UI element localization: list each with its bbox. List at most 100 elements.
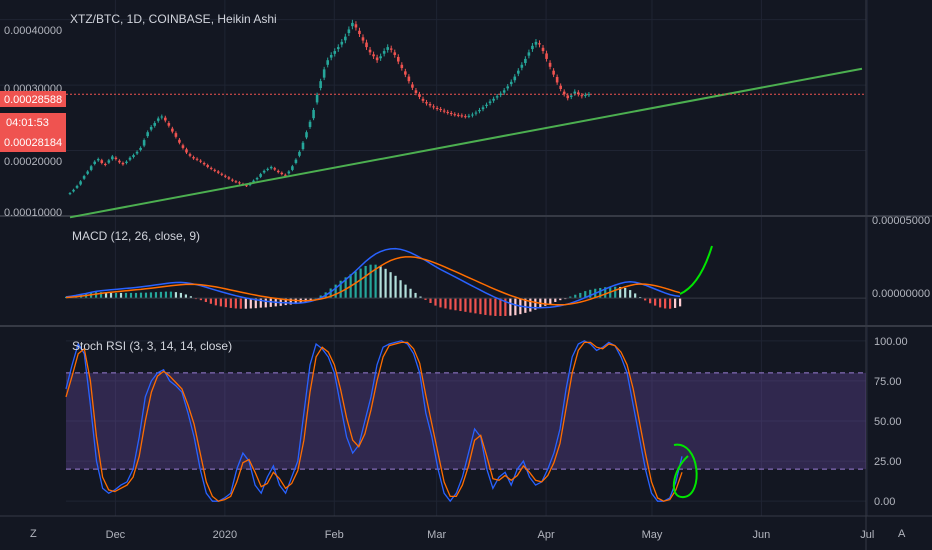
candle[interactable] [499, 91, 502, 98]
candle[interactable] [552, 68, 555, 78]
candle[interactable] [573, 89, 577, 96]
candle[interactable] [389, 45, 393, 53]
candle[interactable] [132, 153, 135, 159]
candle[interactable] [439, 106, 442, 113]
candle[interactable] [368, 46, 372, 56]
candle[interactable] [89, 164, 93, 172]
candle[interactable] [188, 152, 192, 158]
time-axis[interactable]: Dec 2020 Feb Mar Apr May Jun Jul [106, 529, 875, 541]
candle[interactable] [266, 167, 269, 172]
candle[interactable] [460, 113, 464, 118]
candle[interactable] [174, 131, 178, 139]
candle[interactable] [453, 112, 457, 117]
candle[interactable] [520, 62, 524, 71]
candlestick-series[interactable] [68, 19, 591, 196]
candle[interactable] [68, 192, 72, 196]
candle[interactable] [485, 102, 488, 109]
macd-signal-line[interactable] [65, 256, 681, 306]
candle[interactable] [93, 160, 97, 166]
candle[interactable] [82, 174, 86, 180]
candle[interactable] [231, 178, 234, 182]
candle[interactable] [280, 171, 284, 176]
candle[interactable] [471, 112, 474, 118]
candle[interactable] [534, 39, 538, 48]
candle[interactable] [577, 90, 580, 97]
candle[interactable] [298, 150, 301, 158]
candle[interactable] [329, 52, 333, 61]
candle[interactable] [273, 166, 277, 171]
candle[interactable] [386, 44, 389, 53]
candle[interactable] [584, 92, 587, 98]
stoch-rsi-k-line[interactable] [65, 340, 683, 503]
candle[interactable] [308, 119, 312, 129]
macd-line[interactable] [65, 247, 681, 309]
candle[interactable] [118, 159, 121, 164]
candle[interactable] [276, 169, 280, 174]
candle[interactable] [111, 154, 114, 161]
stoch-rsi-d-line[interactable] [65, 341, 683, 502]
candle[interactable] [361, 34, 365, 44]
candle[interactable] [587, 92, 591, 97]
candle[interactable] [220, 172, 224, 177]
candle[interactable] [234, 180, 238, 184]
candle[interactable] [121, 161, 125, 166]
candle[interactable] [502, 88, 506, 95]
candle[interactable] [149, 125, 153, 132]
candle[interactable] [269, 165, 273, 170]
candle[interactable] [185, 147, 188, 155]
candle[interactable] [139, 146, 142, 152]
candle[interactable] [354, 21, 358, 31]
candle[interactable] [449, 110, 453, 116]
candle[interactable] [527, 49, 531, 59]
candle[interactable] [114, 156, 118, 161]
candle[interactable] [315, 92, 319, 105]
candle[interactable] [79, 180, 82, 186]
candle[interactable] [107, 158, 111, 165]
candle[interactable] [435, 105, 439, 111]
candle[interactable] [548, 60, 552, 70]
candle[interactable] [517, 68, 520, 77]
candle[interactable] [421, 96, 425, 103]
candle[interactable] [178, 138, 181, 145]
zoom-reset-button[interactable]: Z [30, 528, 37, 540]
candle[interactable] [541, 44, 545, 54]
candle[interactable] [457, 112, 460, 118]
candle[interactable] [322, 66, 326, 81]
candle[interactable] [474, 110, 478, 116]
candle[interactable] [135, 150, 139, 156]
candle[interactable] [358, 27, 361, 38]
candle[interactable] [238, 181, 241, 185]
candle[interactable] [192, 155, 195, 160]
candle[interactable] [100, 158, 104, 165]
candle[interactable] [464, 114, 467, 119]
candle[interactable] [160, 114, 164, 120]
candle[interactable] [446, 109, 450, 115]
candle[interactable] [562, 89, 566, 97]
candle[interactable] [227, 176, 231, 180]
candle[interactable] [407, 74, 411, 84]
candle[interactable] [209, 166, 213, 171]
candle[interactable] [411, 82, 414, 91]
candle[interactable] [400, 62, 404, 71]
candle[interactable] [171, 126, 174, 134]
candle[interactable] [509, 79, 513, 87]
candle[interactable] [125, 160, 128, 165]
candle[interactable] [495, 93, 499, 100]
candle[interactable] [287, 170, 291, 175]
candle[interactable] [224, 174, 227, 178]
candle[interactable] [545, 50, 548, 62]
candle[interactable] [294, 158, 298, 165]
candle[interactable] [195, 157, 199, 162]
candle[interactable] [199, 159, 202, 164]
candle[interactable] [336, 44, 340, 52]
candle[interactable] [425, 99, 428, 106]
candle[interactable] [467, 113, 471, 119]
candle[interactable] [262, 169, 266, 174]
candle[interactable] [326, 57, 329, 68]
candle[interactable] [75, 184, 79, 189]
trendline[interactable] [69, 67, 863, 219]
candle[interactable] [524, 56, 527, 66]
candle[interactable] [96, 157, 100, 162]
candle[interactable] [428, 101, 432, 108]
candle[interactable] [375, 54, 379, 63]
